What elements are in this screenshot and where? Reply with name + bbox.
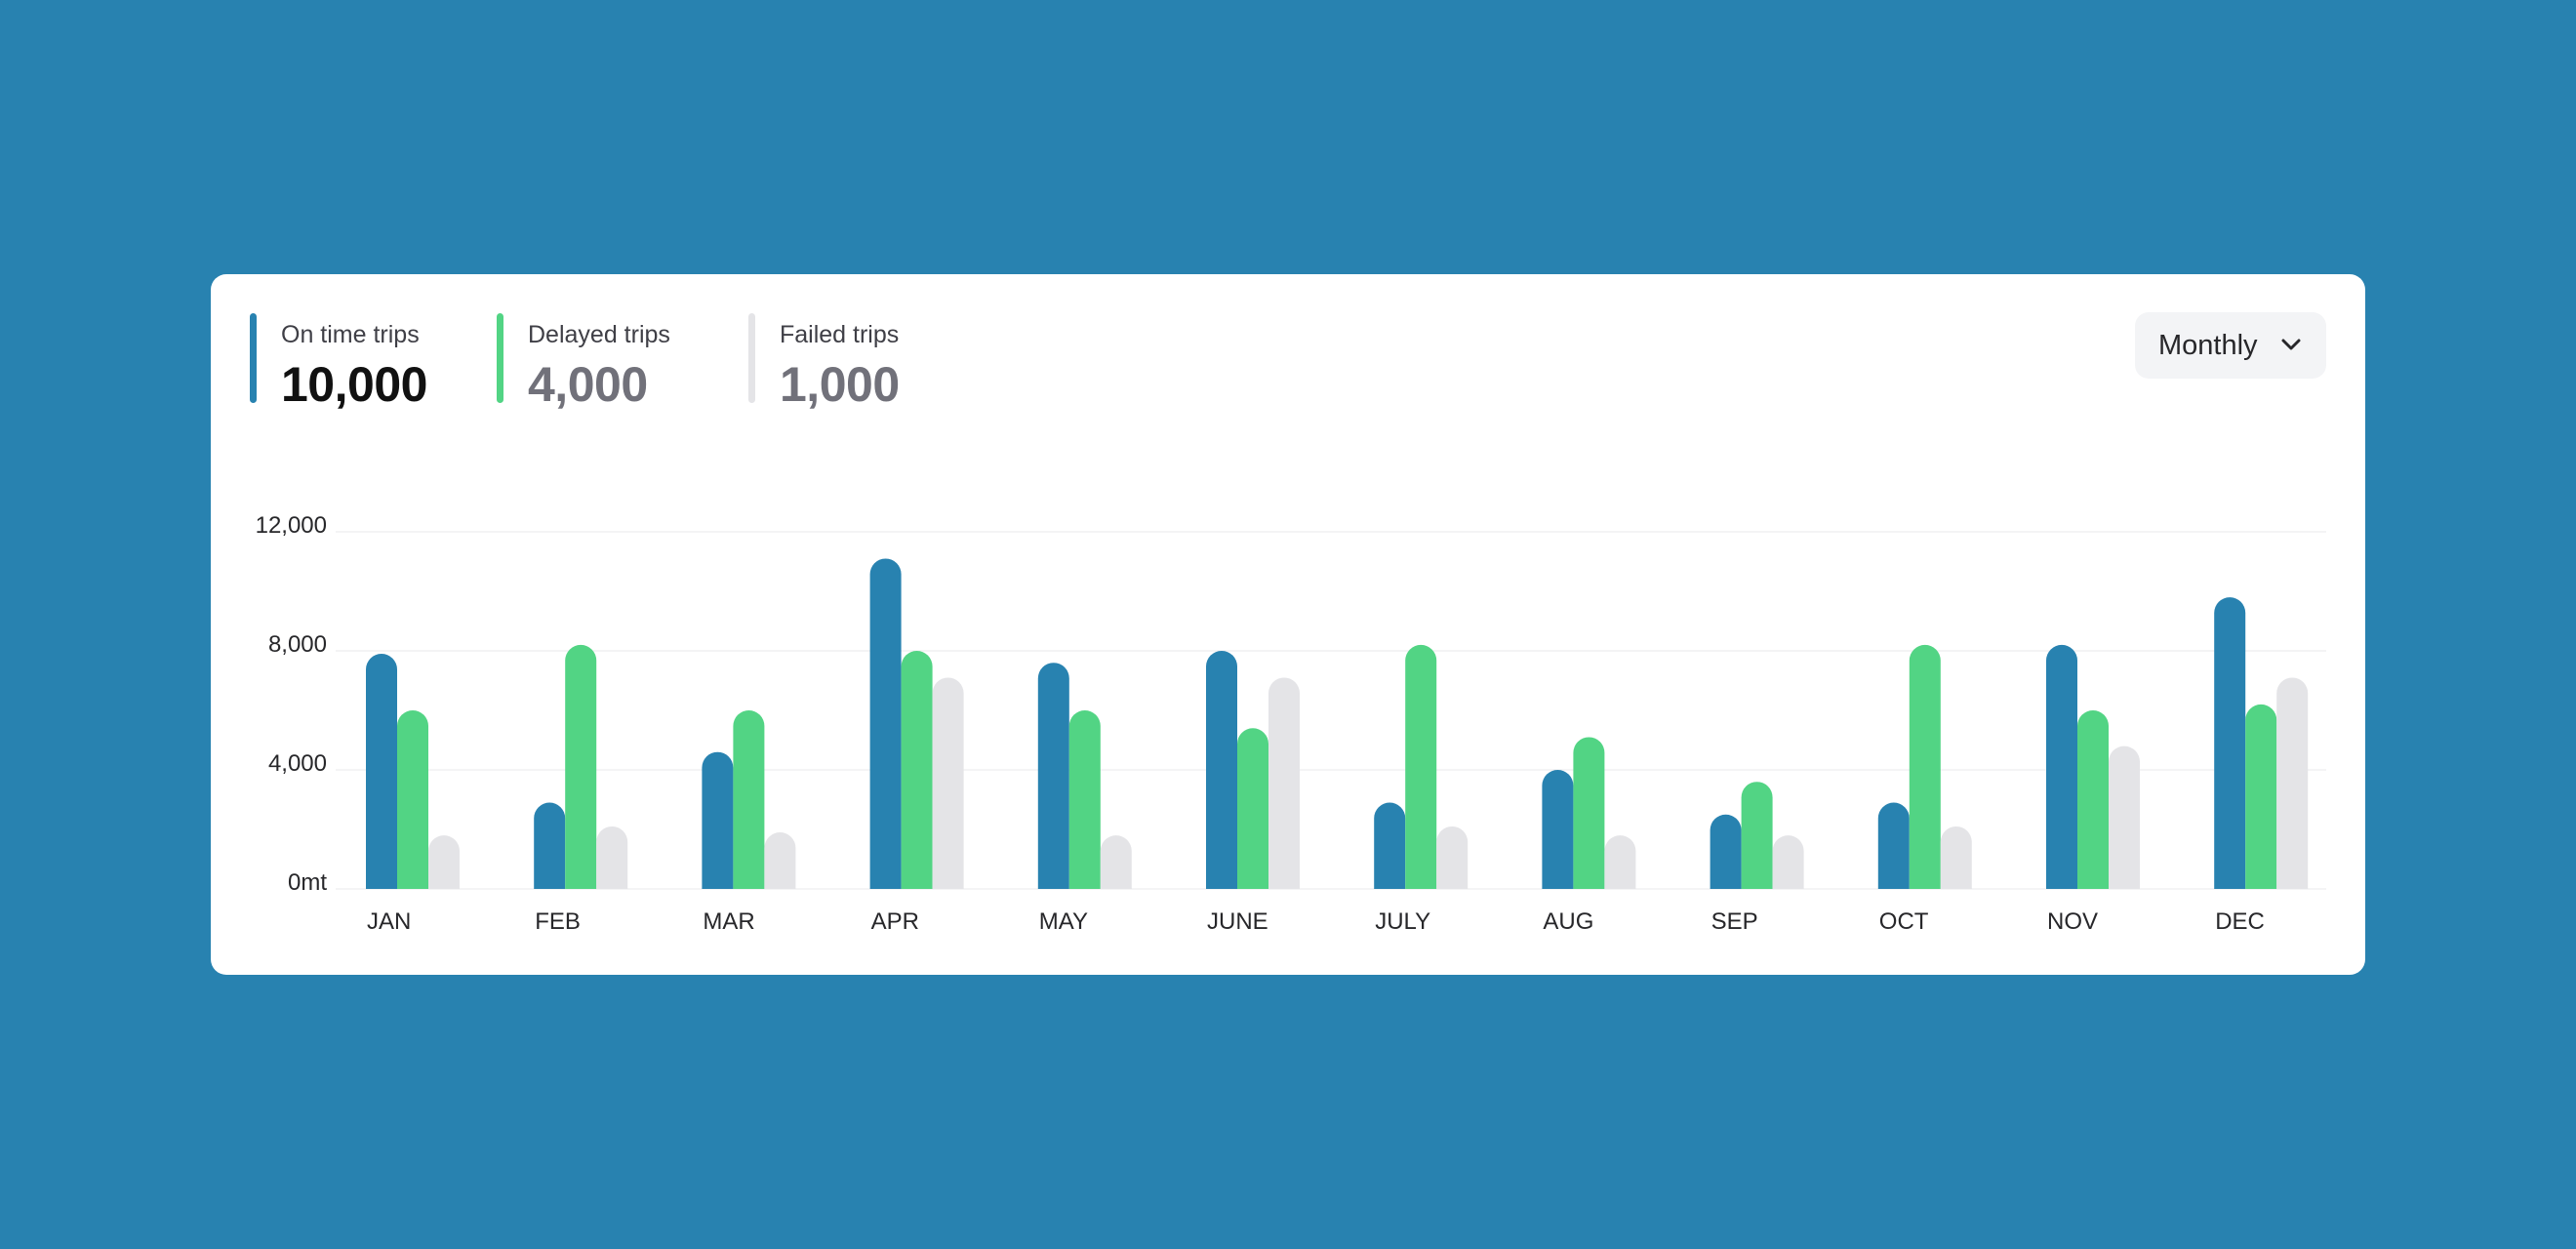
- bar-on-time-trips-sep: [1710, 814, 1742, 889]
- stat-label: On time trips: [281, 321, 420, 348]
- bar-delayed-trips-feb: [565, 644, 597, 889]
- period-dropdown[interactable]: Monthly: [2135, 312, 2326, 379]
- bar-delayed-trips-may: [1068, 710, 1101, 889]
- period-dropdown-label: Monthly: [2158, 329, 2258, 361]
- stat-value: 4,000: [528, 357, 648, 412]
- bar-delayed-trips-sep: [1741, 782, 1773, 889]
- x-tick-label: OCT: [1879, 908, 1929, 935]
- bar-on-time-trips-apr: [869, 558, 902, 889]
- bar-failed-trips-nov: [2109, 745, 2140, 889]
- x-tick-label: JAN: [367, 908, 411, 935]
- bar-on-time-trips-aug: [1542, 770, 1574, 889]
- bar-delayed-trips-june: [1237, 728, 1268, 889]
- bar-on-time-trips-may: [1037, 663, 1069, 889]
- x-tick-label: DEC: [2215, 908, 2265, 935]
- bar-delayed-trips-dec: [2245, 704, 2277, 889]
- x-tick-label: JULY: [1375, 908, 1430, 935]
- bar-delayed-trips-aug: [1573, 737, 1605, 889]
- bar-delayed-trips-jan: [397, 710, 428, 889]
- bar-on-time-trips-feb: [534, 802, 566, 889]
- bar-on-time-trips-june: [1206, 651, 1237, 889]
- trips-bar-chart: 0mt 4,000 8,000 12,000 JAN FEB MAR APR MAY JUNE JU…: [256, 512, 2326, 935]
- bar-on-time-trips-july: [1374, 802, 1406, 889]
- bar-failed-trips-june: [1268, 677, 1300, 889]
- bar-delayed-trips-july: [1405, 644, 1437, 889]
- bar-delayed-trips-oct: [1909, 644, 1941, 889]
- x-tick-label: AUG: [1543, 908, 1593, 935]
- bar-on-time-trips-mar: [702, 751, 734, 889]
- bar-on-time-trips-nov: [2046, 644, 2077, 889]
- y-tick-label: 8,000: [268, 631, 327, 658]
- trips-card: On time trips 10,000 Delayed trips 4,000…: [211, 274, 2365, 975]
- bar-failed-trips-dec: [2276, 677, 2309, 889]
- bar-failed-trips-sep: [1772, 835, 1804, 889]
- x-tick-label: MAR: [703, 908, 754, 935]
- stat-label: Delayed trips: [528, 321, 670, 348]
- bar-failed-trips-jan: [428, 835, 460, 889]
- bar-failed-trips-apr: [932, 677, 964, 889]
- stat-value: 1,000: [780, 357, 900, 412]
- x-tick-label: NOV: [2047, 908, 2098, 935]
- x-tick-label: FEB: [535, 908, 581, 935]
- y-tick-label: 4,000: [268, 750, 327, 777]
- x-tick-label: JUNE: [1207, 908, 1268, 935]
- stat-label: Failed trips: [780, 321, 900, 348]
- bar-delayed-trips-mar: [733, 710, 765, 889]
- x-tick-label: SEP: [1711, 908, 1758, 935]
- stat-value: 10,000: [281, 357, 427, 412]
- bar-delayed-trips-apr: [901, 651, 933, 889]
- y-tick-label: 0mt: [288, 869, 327, 896]
- bar-failed-trips-may: [1100, 835, 1132, 889]
- bar-failed-trips-oct: [1940, 826, 1972, 889]
- delayed-indicator: [497, 313, 503, 403]
- failed-indicator: [748, 313, 755, 403]
- bar-failed-trips-mar: [764, 832, 796, 889]
- on-time-indicator: [250, 313, 257, 403]
- bar-failed-trips-feb: [596, 826, 628, 889]
- bar-failed-trips-july: [1436, 826, 1469, 889]
- bar-on-time-trips-oct: [1877, 802, 1910, 889]
- bar-delayed-trips-nov: [2077, 710, 2109, 889]
- chevron-down-icon: [2281, 339, 2301, 350]
- bar-on-time-trips-dec: [2214, 597, 2246, 889]
- x-tick-label: MAY: [1039, 908, 1088, 935]
- bar-on-time-trips-jan: [366, 654, 397, 889]
- x-tick-label: APR: [871, 908, 919, 935]
- y-tick-label: 12,000: [256, 512, 327, 539]
- bar-failed-trips-aug: [1604, 835, 1636, 889]
